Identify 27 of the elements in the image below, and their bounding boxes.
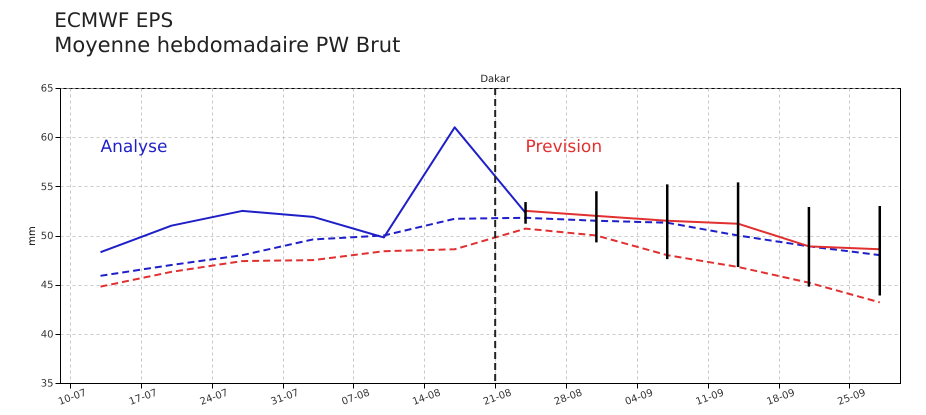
y-tick-label: 45: [40, 280, 54, 292]
x-tick-label: 28-08: [552, 388, 584, 408]
x-tick-label: 10-07: [56, 388, 88, 408]
x-tick-label: 11-09: [694, 388, 726, 408]
x-tick-label: 07-08: [340, 388, 372, 408]
y-tick-label: 55: [40, 182, 54, 193]
x-tick-label: 17-07: [128, 388, 159, 408]
line-series: [524, 210, 881, 250]
y-tick-label: 50: [40, 231, 54, 242]
text: Prevision: [526, 137, 602, 157]
x-tick-label: 04-09: [624, 388, 655, 408]
ref-line-label: Dakar: [480, 74, 511, 85]
x-tick-label: 14-08: [411, 388, 442, 408]
y-tick-label: 40: [40, 329, 54, 340]
chart-title: ECMWF EPS: [54, 8, 174, 32]
line-series: [99, 228, 881, 304]
y-tick-label: 60: [40, 132, 54, 144]
x-tick-label: 21-08: [482, 388, 514, 408]
chart-subtitle: Moyenne hebdomadaire PW Brut: [54, 33, 400, 57]
y-tick-label: 65: [40, 84, 54, 94]
x-tick-label: 18-09: [765, 388, 796, 408]
y-axis-title: mm: [26, 226, 38, 246]
x-tick-label: 24-07: [198, 388, 230, 408]
x-tick-label: 31-07: [269, 388, 301, 408]
x-tick-label: 25-09: [836, 388, 868, 408]
y-tick-label: 35: [40, 378, 54, 390]
text: Analyse: [100, 137, 168, 157]
